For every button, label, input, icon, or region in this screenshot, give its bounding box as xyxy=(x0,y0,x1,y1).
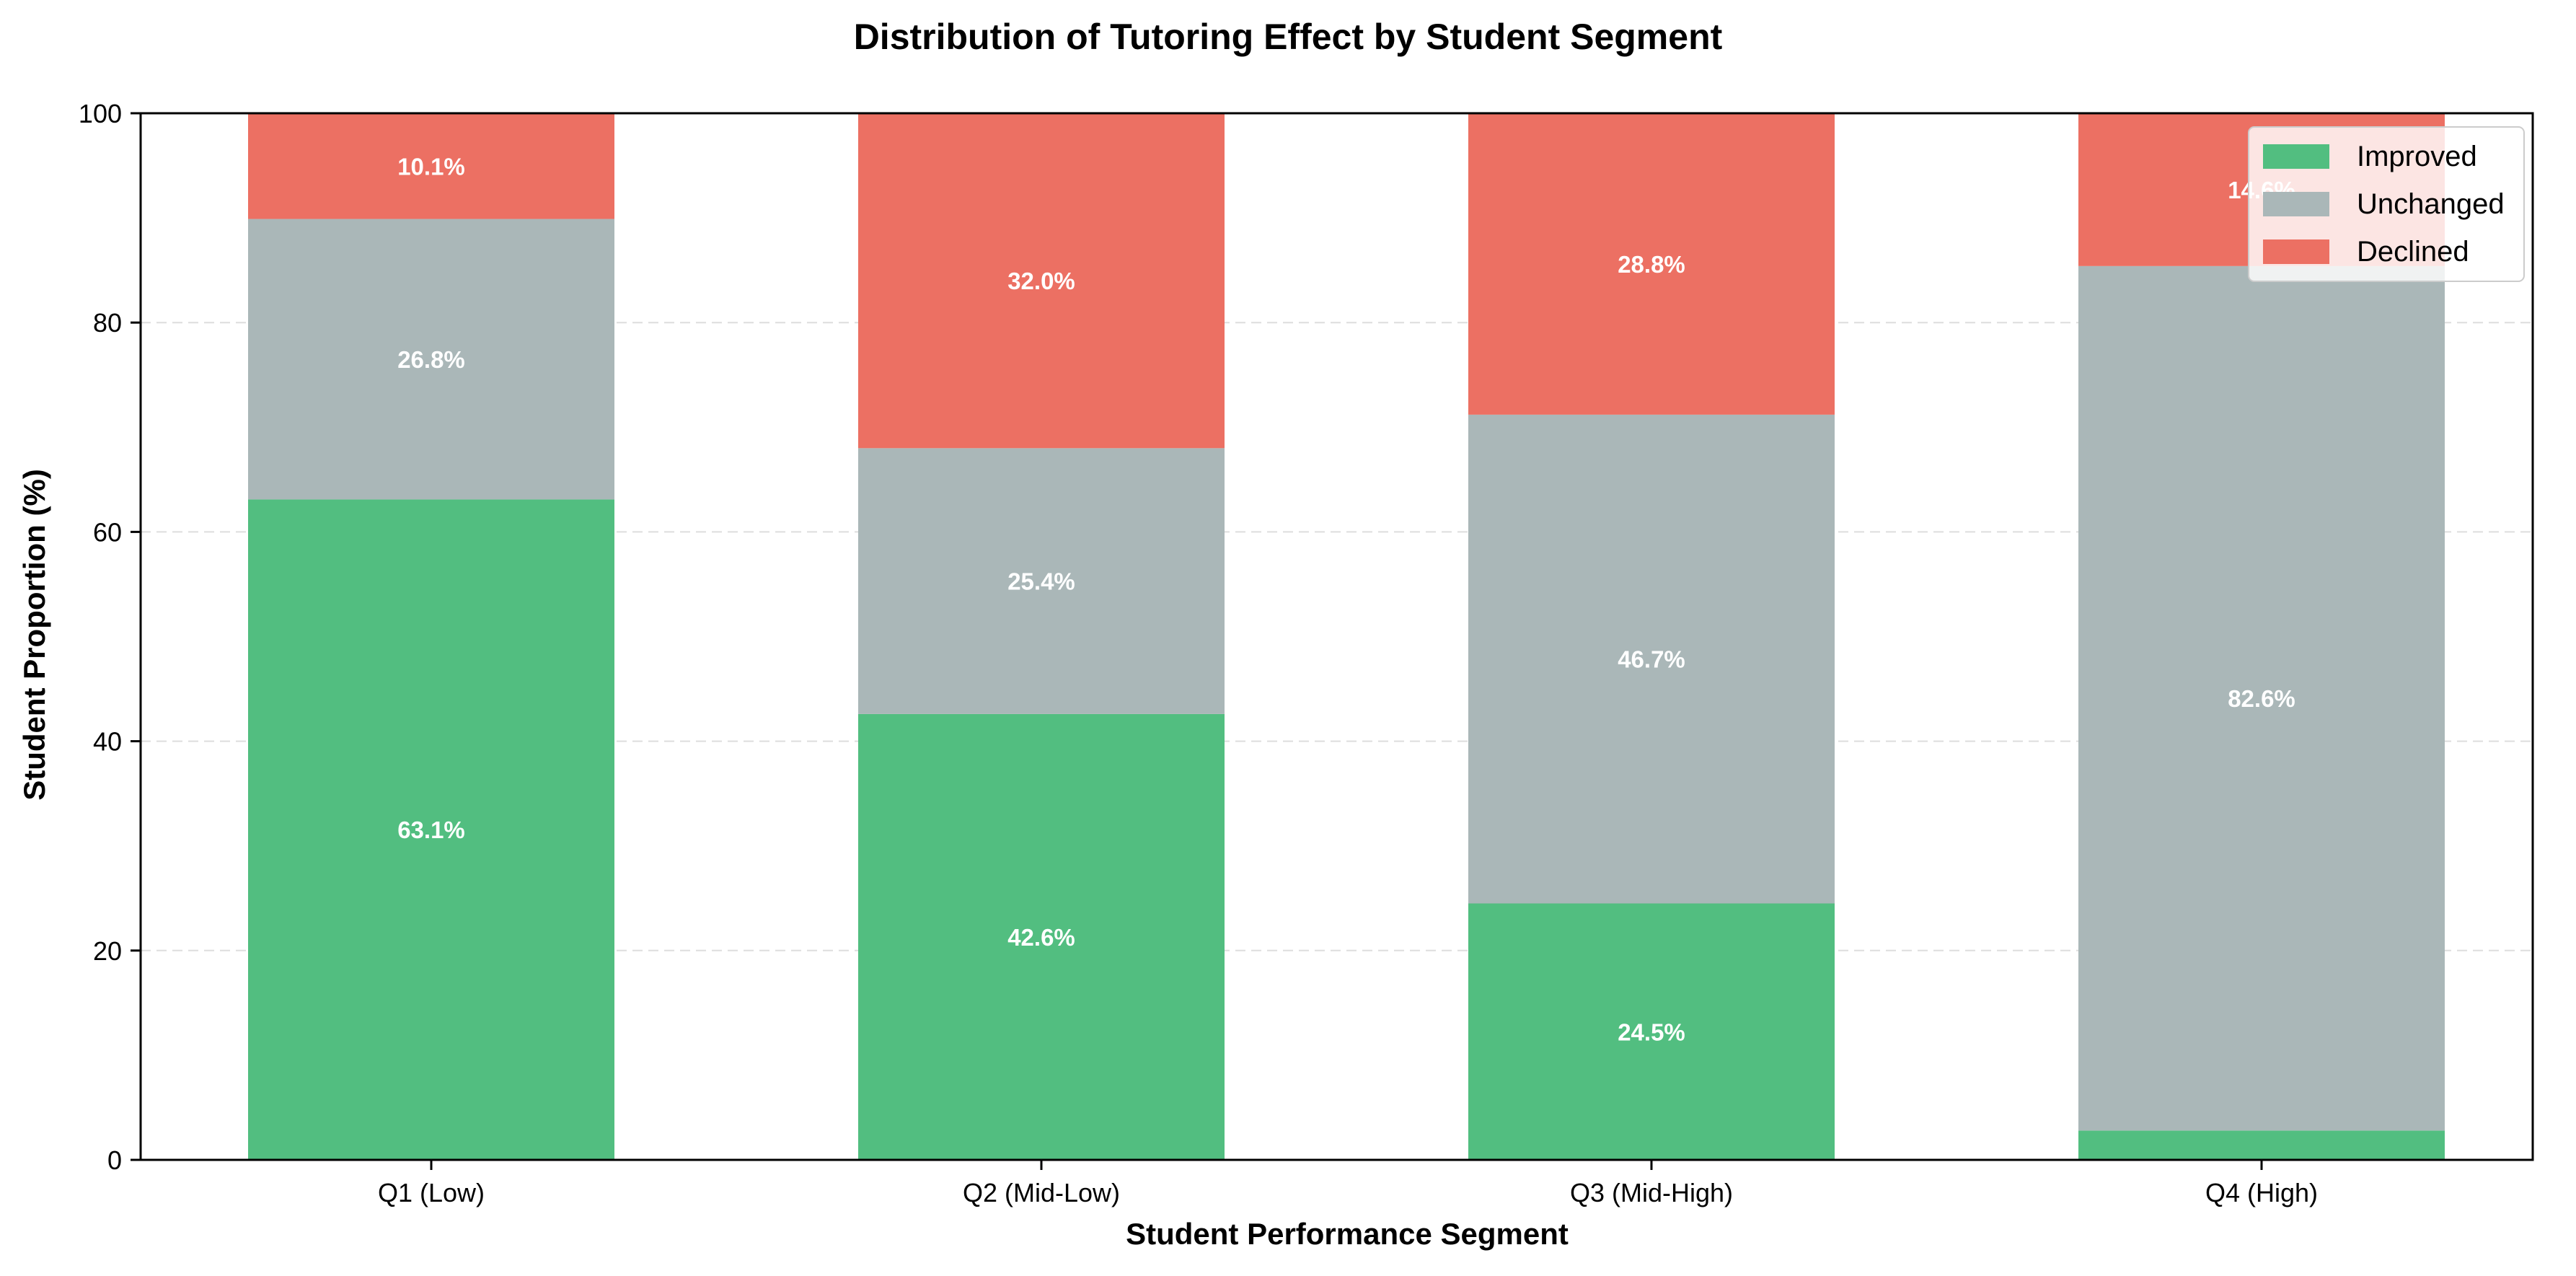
y-tick-label: 40 xyxy=(93,727,122,757)
bar-segment-unchanged xyxy=(1468,414,1835,904)
bar-segment-unchanged xyxy=(858,448,1225,714)
data-label: 10.1% xyxy=(397,153,465,180)
x-tick-label: Q3 (Mid-High) xyxy=(1570,1178,1733,1207)
bar-segment-improved xyxy=(2078,1130,2445,1160)
y-tick-label: 20 xyxy=(93,936,122,966)
legend-swatch-declined xyxy=(2263,239,2329,264)
data-label: 42.6% xyxy=(1007,924,1075,951)
bar-segment-unchanged xyxy=(248,219,614,500)
x-axis-label: Student Performance Segment xyxy=(1126,1217,1569,1251)
y-tick-label: 0 xyxy=(107,1145,122,1175)
chart-title: Distribution of Tutoring Effect by Stude… xyxy=(854,17,1723,57)
legend: Improved Unchanged Declined xyxy=(2248,126,2525,282)
data-label: 28.8% xyxy=(1618,251,1685,278)
data-label: 46.7% xyxy=(1618,646,1685,673)
data-label: 25.4% xyxy=(1007,568,1075,595)
y-ticks: 0 20 40 60 80 100 xyxy=(79,99,141,1175)
x-ticks: Q1 (Low) Q2 (Mid-Low) Q3 (Mid-High) Q4 (Hig… xyxy=(378,1160,2318,1207)
plot-frame xyxy=(139,112,2534,1161)
data-label: 26.8% xyxy=(397,346,465,373)
bar-segment-improved xyxy=(858,713,1225,1160)
bar-labels: 63.1% 26.8% 10.1% 42.6% 25.4% 32.0% 24.5% 46.7%… xyxy=(397,153,2295,1045)
data-label: 32.0% xyxy=(1007,268,1075,294)
x-tick-label: Q4 (High) xyxy=(2205,1178,2318,1207)
bar-segment-declined xyxy=(1468,113,1835,415)
axes xyxy=(139,112,2534,1161)
bar-segment-declined xyxy=(248,113,614,219)
y-tick-label: 60 xyxy=(93,517,122,547)
y-axis-label: Student Proportion (%) xyxy=(17,469,51,801)
y-tick-label: 100 xyxy=(79,99,122,128)
legend-swatch-unchanged xyxy=(2263,192,2329,216)
legend-label: Unchanged xyxy=(2357,188,2505,220)
data-label: 63.1% xyxy=(397,817,465,843)
x-tick-label: Q1 (Low) xyxy=(378,1178,485,1207)
y-tick-label: 80 xyxy=(93,308,122,338)
data-label: 24.5% xyxy=(1618,1018,1685,1045)
bar-segment-improved xyxy=(248,499,614,1160)
data-label: 82.6% xyxy=(2228,685,2295,712)
legend-label: Declined xyxy=(2357,236,2469,268)
bar-segment-improved xyxy=(1468,903,1835,1160)
x-tick-label: Q2 (Mid-Low) xyxy=(963,1178,1120,1207)
bar-segment-unchanged xyxy=(2078,265,2445,1131)
legend-swatch-improved xyxy=(2263,144,2329,169)
bar-segment-declined xyxy=(858,113,1225,449)
bars xyxy=(248,113,2445,1160)
legend-label: Improved xyxy=(2357,141,2477,172)
